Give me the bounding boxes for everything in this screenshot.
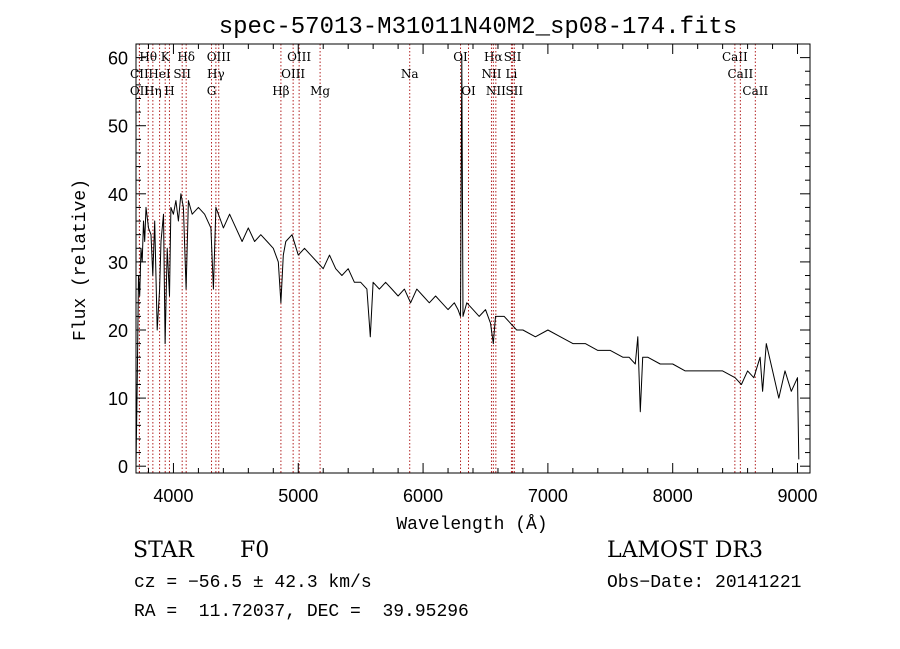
line-marker-label: OIII — [281, 67, 305, 81]
line-marker-label: OIII — [207, 50, 231, 64]
observation-date: Obs−Date: 20141221 — [607, 573, 802, 593]
coordinates: RA = 11.72037, DEC = 39.95296 — [134, 602, 469, 622]
line-marker-label: Li — [506, 67, 518, 81]
y-axis-label: Flux (relative) — [71, 179, 91, 341]
x-tick-label: 9000 — [777, 486, 817, 506]
line-marker-label: CII — [130, 67, 149, 81]
line-marker-label: CaII — [722, 50, 748, 64]
y-tick-label: 0 — [118, 457, 128, 477]
line-marker-label: CaII — [727, 67, 753, 81]
line-marker-label: CaII — [742, 84, 768, 98]
line-marker-label: Mg — [310, 84, 330, 98]
y-tick-label: 40 — [108, 185, 128, 205]
survey-name: LAMOST DR3 — [607, 538, 763, 563]
line-marker-label: Hθ — [139, 50, 157, 64]
object-subclass: F0 — [240, 538, 270, 563]
spectrum-series-line — [135, 57, 800, 467]
line-marker-label: HeI — [148, 67, 171, 81]
x-tick-label: 4000 — [153, 486, 193, 506]
line-marker-label: OI — [453, 50, 468, 64]
x-axis-label: Wavelength (Å) — [396, 514, 547, 535]
redshift-cz: cz = −56.5 ± 42.3 km/s — [134, 573, 372, 593]
line-marker-label: Hη — [144, 84, 162, 98]
line-marker-label: Hα — [484, 50, 503, 64]
line-marker-label: OI — [461, 84, 476, 98]
y-tick-label: 30 — [108, 253, 128, 273]
object-class: STAR — [133, 538, 194, 563]
y-tick-label: 50 — [108, 117, 128, 137]
y-axis: 0 10 20 30 40 50 60 — [108, 43, 810, 477]
line-marker-label: H — [164, 84, 174, 98]
x-axis: 4000 5000 6000 7000 8000 9000 — [147, 44, 818, 506]
y-tick-label: 10 — [108, 389, 128, 409]
plot-area — [135, 57, 800, 467]
line-marker-label: Hδ — [177, 50, 195, 64]
line-marker-label: OII — [130, 84, 150, 98]
x-tick-label: 8000 — [653, 486, 693, 506]
line-marker-label: NII — [486, 84, 506, 98]
y-tick-label: 20 — [108, 321, 128, 341]
line-marker-label: Hβ — [272, 84, 289, 98]
line-marker-label: OIII — [287, 50, 311, 64]
line-marker-label: Na — [401, 67, 419, 81]
plot-frame — [135, 43, 811, 474]
line-marker-label: SII — [173, 67, 191, 81]
line-marker-label: G — [207, 84, 217, 98]
y-tick-label: 60 — [108, 49, 128, 69]
line-marker-label: K — [161, 50, 171, 64]
line-marker-label: Hγ — [207, 67, 225, 81]
chart-title: spec-57013-M31011N40M2_sp08-174.fits — [219, 14, 737, 41]
x-tick-label: 7000 — [528, 486, 568, 506]
x-tick-label: 5000 — [278, 486, 318, 506]
line-marker-label: NII — [481, 67, 501, 81]
line-marker-label: SII — [505, 84, 523, 98]
line-marker-label: SII — [504, 50, 522, 64]
x-tick-label: 6000 — [403, 486, 443, 506]
